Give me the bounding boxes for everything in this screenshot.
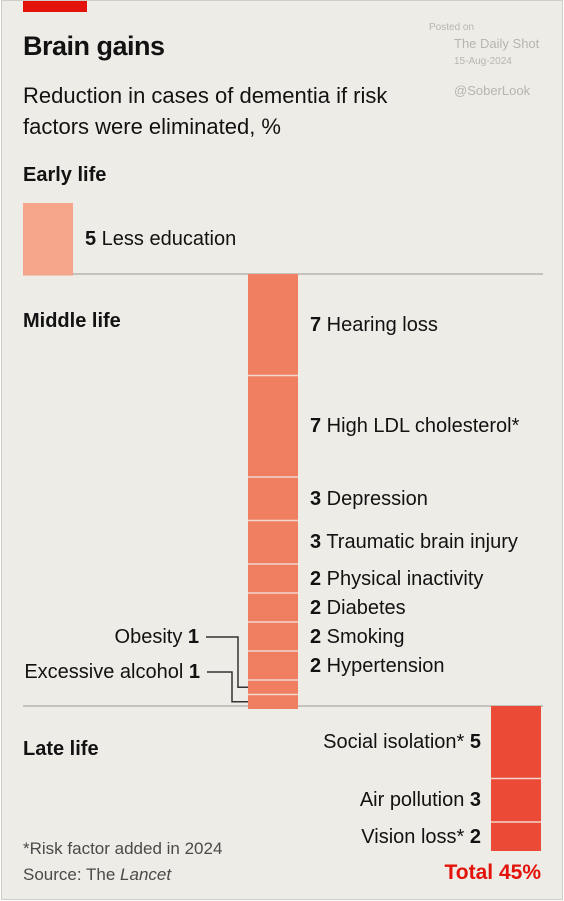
- label-physical-inactivity: 2 Physical inactivity: [310, 567, 483, 591]
- label-air-pollution: Air pollution 3: [360, 788, 481, 812]
- bar-less-education: [23, 203, 73, 276]
- watermark-posted: Posted on: [429, 22, 475, 33]
- label-value: 5: [85, 228, 97, 251]
- accent-bar: [23, 1, 87, 12]
- chart-title: Brain gains: [23, 31, 165, 61]
- bar-obesity: [248, 680, 298, 695]
- label-value: 3: [469, 789, 481, 812]
- label-text: Air pollution: [359, 789, 470, 812]
- label-text: Vision loss*: [361, 825, 470, 848]
- label-depression: 3 Depression: [310, 487, 428, 511]
- bar-traumatic-brain-injury: [248, 520, 298, 564]
- source-prefix: Source: The: [23, 865, 121, 884]
- source: Source: The Lancet: [23, 865, 171, 885]
- watermark-handle: @SoberLook: [454, 83, 531, 98]
- label-value: 2: [310, 596, 322, 619]
- watermark-date: 15-Aug-2024: [454, 56, 512, 67]
- label-hearing-loss: 7 Hearing loss: [310, 313, 438, 337]
- label-value: 3: [310, 487, 322, 510]
- label-value: 1: [188, 661, 200, 683]
- label-text: Social isolation*: [323, 731, 470, 754]
- label-value: 2: [469, 825, 481, 848]
- source-name: Lancet: [120, 865, 172, 884]
- label-high-ldl-cholesterol: 7 High LDL cholesterol*: [310, 414, 519, 438]
- label-value: 5: [469, 731, 481, 754]
- label-smoking: 2 Smoking: [310, 625, 405, 649]
- section-early-life: Early life: [23, 164, 107, 186]
- watermark-site: The Daily Shot: [454, 36, 540, 51]
- label-text: Traumatic brain injury: [321, 531, 518, 554]
- label-text: Obesity: [114, 626, 188, 648]
- label-value: 3: [310, 531, 322, 554]
- label-traumatic-brain-injury: 3 Traumatic brain injury: [310, 530, 518, 554]
- label-text: Hypertension: [321, 654, 445, 677]
- bar-depression: [248, 477, 298, 521]
- label-value: 7: [310, 313, 322, 336]
- bar-air-pollution: [491, 778, 541, 822]
- label-value: 2: [310, 567, 322, 590]
- bar-vision-loss: [491, 822, 541, 851]
- label-text: Depression: [321, 487, 428, 510]
- section-middle-life: Middle life: [23, 310, 121, 332]
- bar-hypertension: [248, 651, 298, 680]
- bar-high-ldl-cholesterol: [248, 375, 298, 477]
- label-social-isolation: Social isolation* 5: [323, 730, 481, 754]
- connector-obesity: [206, 636, 248, 688]
- label-text: Physical inactivity: [321, 567, 484, 590]
- label-obesity: Obesity 1: [115, 625, 199, 649]
- bar-excessive-alcohol: [248, 694, 298, 709]
- label-value: 2: [310, 654, 322, 677]
- bar-physical-inactivity: [248, 564, 298, 593]
- label-value: 2: [310, 625, 322, 648]
- label-less-education: 5 Less education: [85, 227, 236, 251]
- section-late-life: Late life: [23, 738, 99, 760]
- bar-social-isolation: [491, 706, 541, 779]
- label-text: Diabetes: [321, 596, 406, 619]
- connector-excessive-alcohol: [207, 671, 248, 703]
- label-excessive-alcohol: Excessive alcohol 1: [24, 660, 200, 684]
- label-hypertension: 2 Hypertension: [310, 654, 445, 678]
- bar-diabetes: [248, 593, 298, 622]
- label-text: High LDL cholesterol*: [321, 415, 520, 438]
- label-text: Less education: [96, 228, 237, 251]
- bar-smoking: [248, 622, 298, 651]
- label-diabetes: 2 Diabetes: [310, 596, 406, 620]
- label-vision-loss: Vision loss* 2: [361, 825, 481, 849]
- bar-hearing-loss: [248, 274, 298, 376]
- total-label: Total 45%: [444, 861, 541, 884]
- label-text: Smoking: [321, 625, 405, 648]
- footnote: *Risk factor added in 2024: [23, 839, 223, 858]
- label-value: 7: [310, 415, 322, 438]
- label-text: Excessive alcohol: [24, 661, 189, 683]
- label-value: 1: [187, 626, 199, 648]
- chart-subtitle: Reduction in cases of dementia if risk f…: [23, 83, 388, 139]
- label-text: Hearing loss: [321, 313, 438, 336]
